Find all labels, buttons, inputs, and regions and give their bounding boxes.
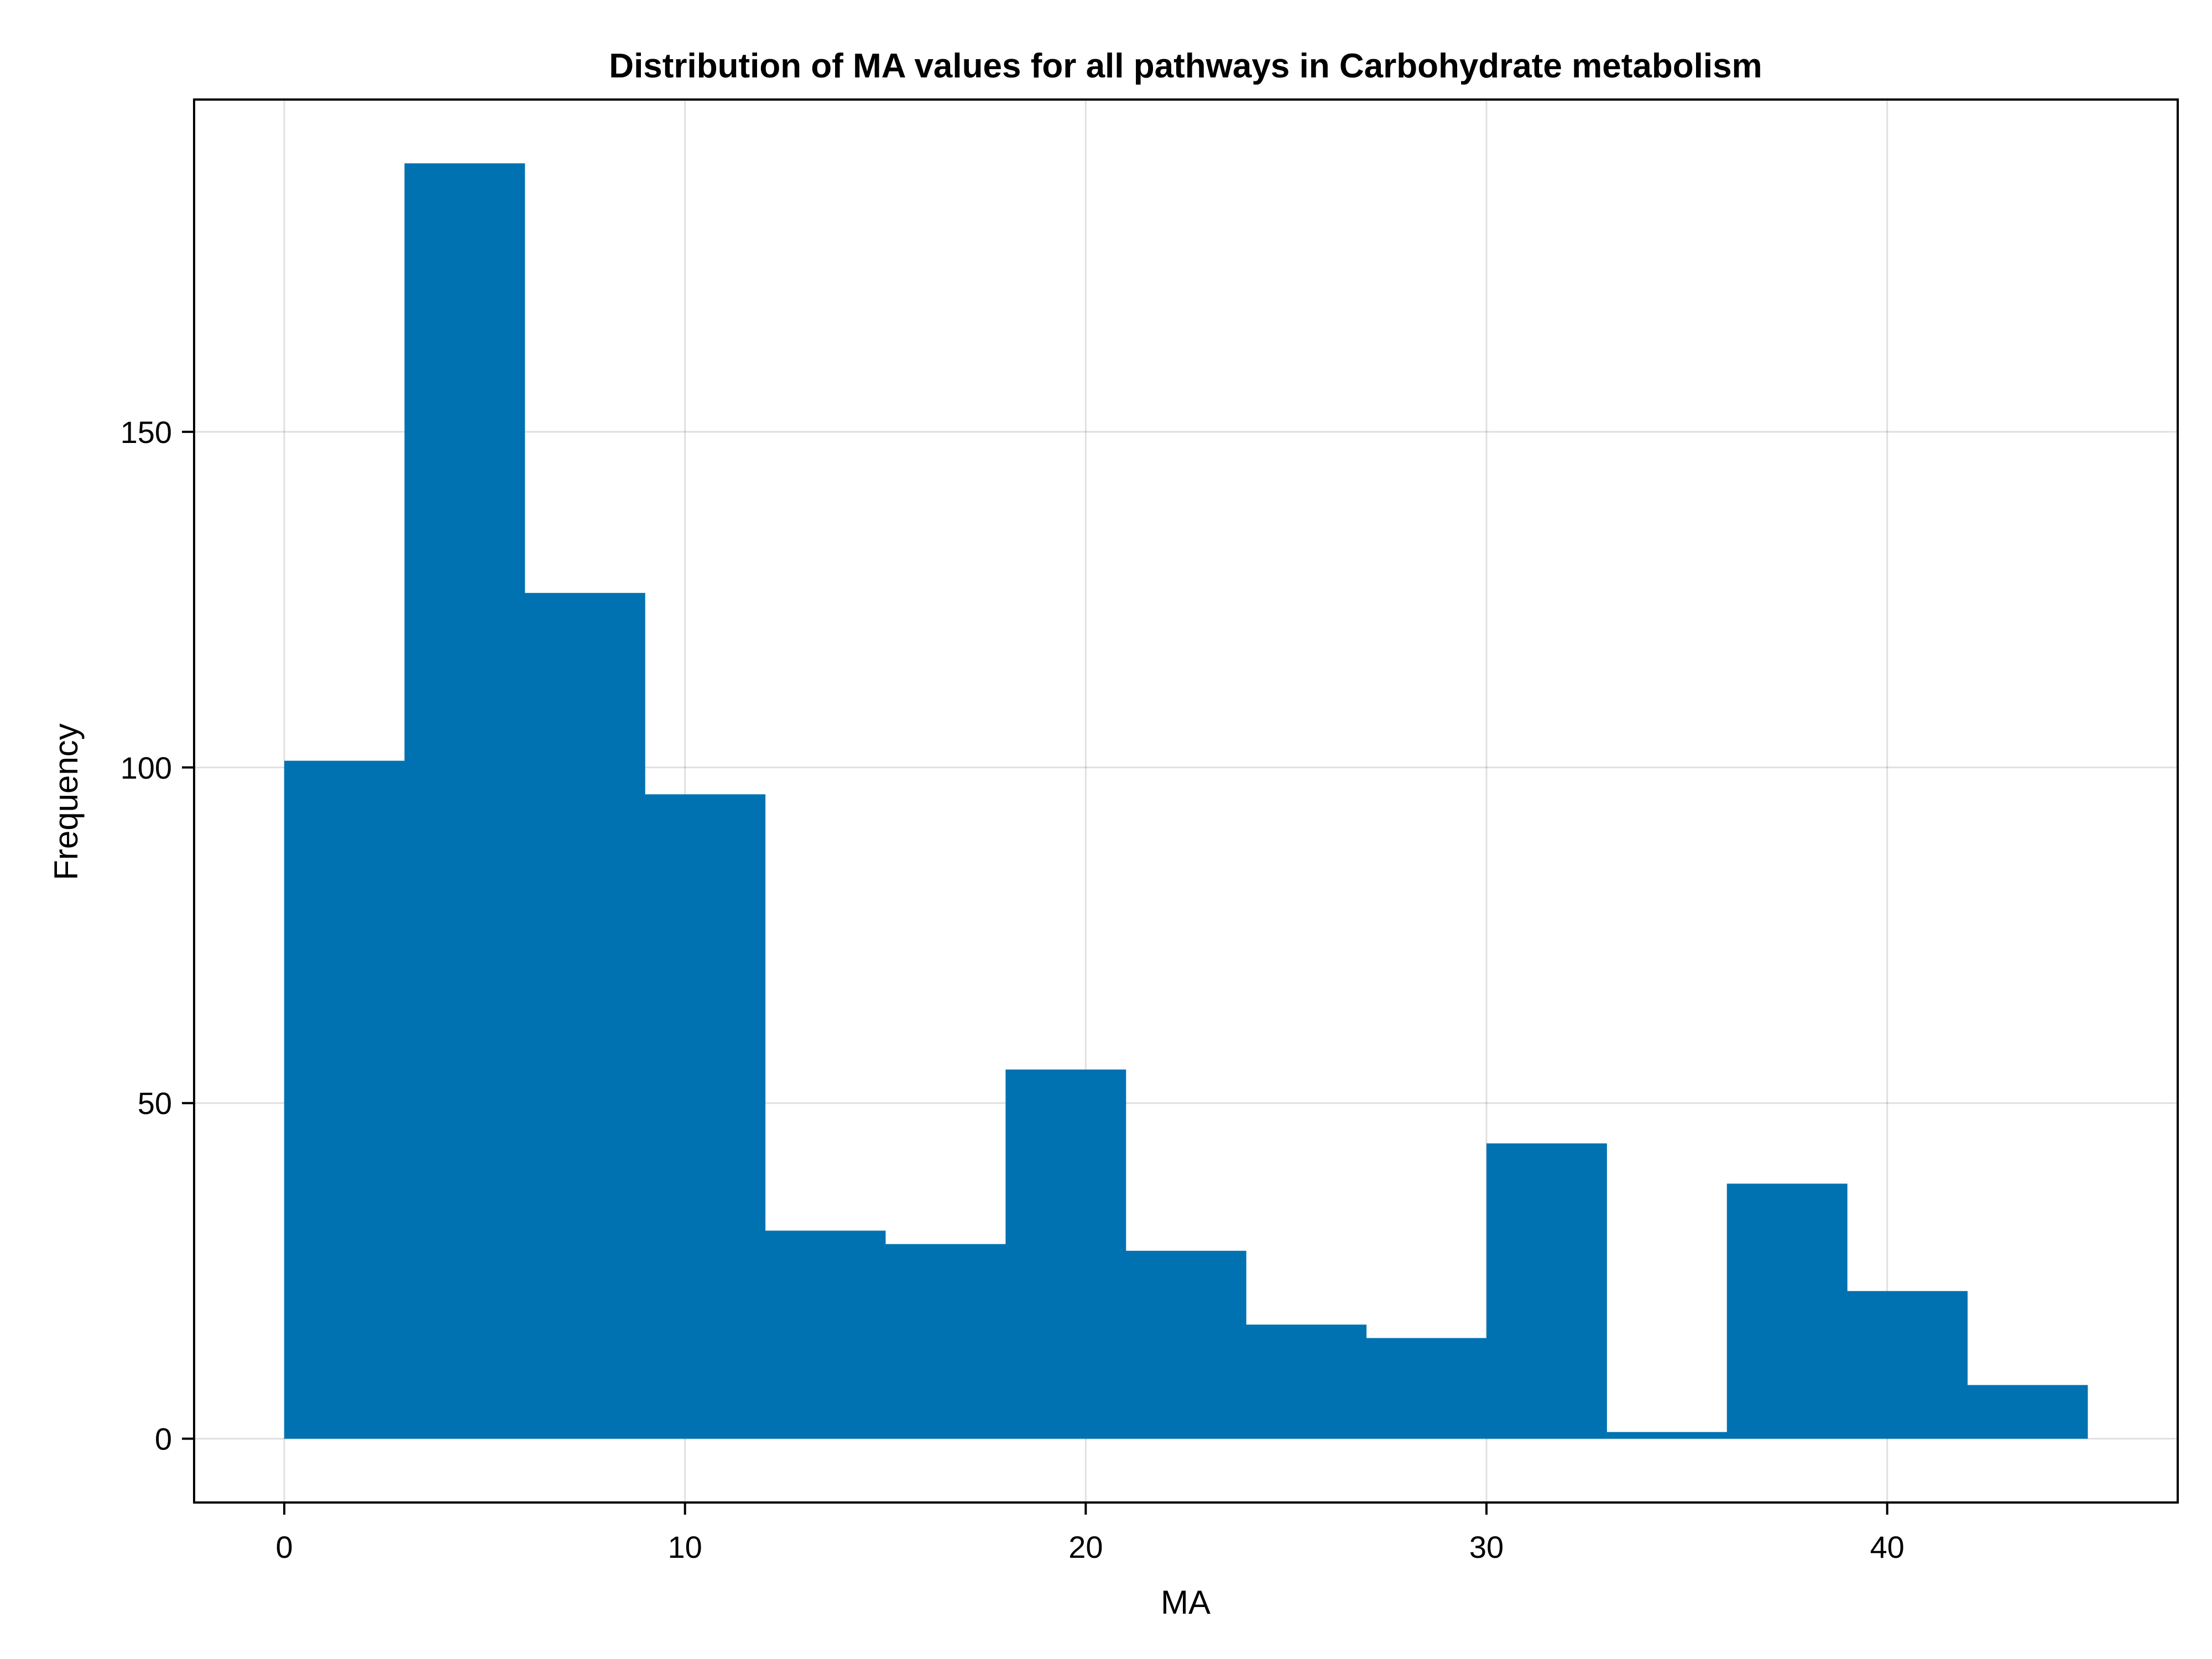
histogram-bar xyxy=(524,593,645,1439)
histogram-bar xyxy=(1125,1250,1246,1439)
histogram-bar xyxy=(765,1230,886,1439)
x-tick-label: 40 xyxy=(1870,1530,1904,1564)
histogram-bars xyxy=(284,163,2088,1439)
histogram-bar xyxy=(1847,1291,1968,1439)
y-tick-label: 150 xyxy=(121,415,172,450)
x-tick-label: 0 xyxy=(275,1530,293,1564)
x-tick-label: 20 xyxy=(1068,1530,1103,1564)
y-tick-label: 0 xyxy=(155,1422,172,1457)
histogram-bar xyxy=(284,760,405,1439)
axis-ticks xyxy=(182,430,1888,1515)
histogram-bar xyxy=(885,1244,1006,1439)
histogram-bar xyxy=(645,794,766,1439)
x-tick-label: 10 xyxy=(668,1530,702,1564)
chart-title: Distribution of MA values for all pathwa… xyxy=(609,47,1762,85)
histogram-bar xyxy=(1486,1143,1607,1439)
histogram-bar xyxy=(1366,1338,1487,1439)
y-tick-label: 50 xyxy=(138,1086,172,1121)
histogram-bar xyxy=(1005,1070,1126,1439)
axis-tick-labels: 0 10 20 30 40 0 50 100 150 xyxy=(121,415,1905,1564)
histogram-bar xyxy=(1246,1324,1367,1439)
histogram-bar xyxy=(1967,1385,2088,1439)
histogram-bar xyxy=(1726,1183,1848,1439)
y-tick-label: 100 xyxy=(121,750,172,785)
x-axis-label: MA xyxy=(1161,1584,1211,1621)
y-axis-label: Frequency xyxy=(48,723,85,880)
plot-frame xyxy=(193,98,2179,1504)
histogram-bar xyxy=(1606,1432,1728,1439)
histogram-bar xyxy=(404,163,525,1439)
x-tick-label: 30 xyxy=(1469,1530,1504,1564)
